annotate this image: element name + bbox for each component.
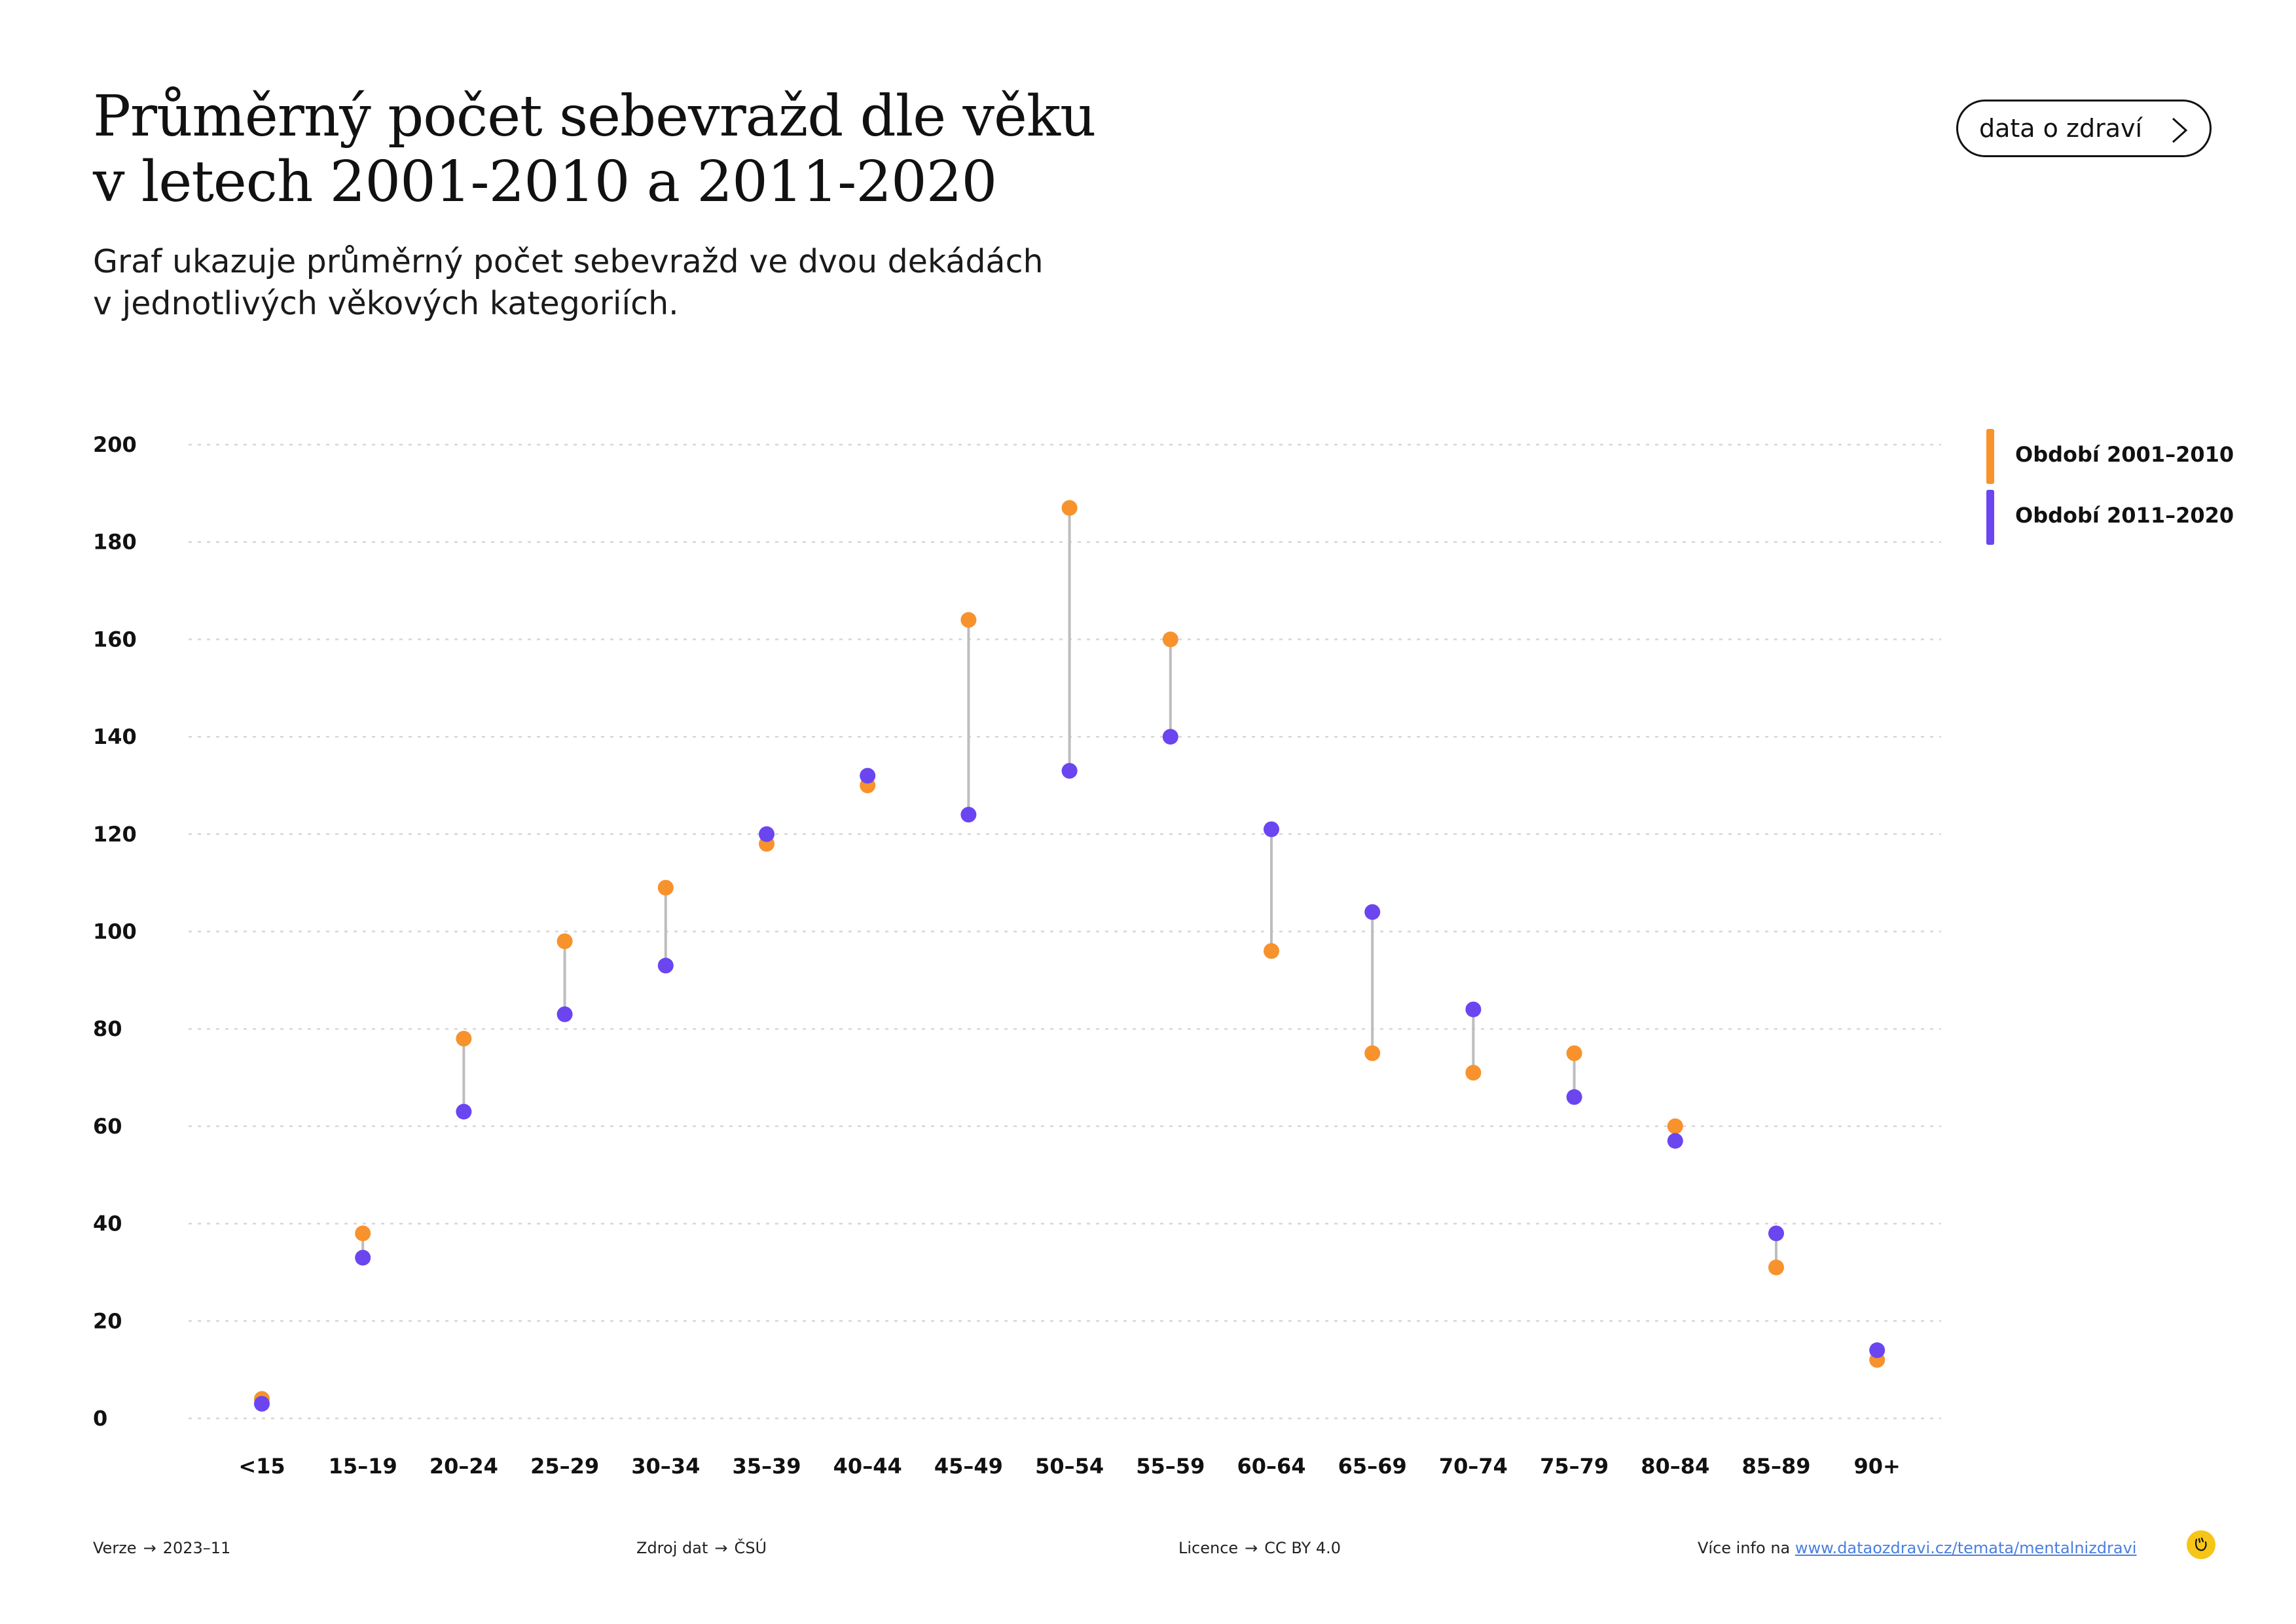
legend-swatch-2001-2010: [1986, 429, 1994, 484]
data-o-zdravi-button[interactable]: data o zdraví: [1956, 100, 2212, 157]
point-2001-2010: [657, 879, 674, 896]
x-tick-label: 75–79: [1540, 1454, 1609, 1479]
dumbbell-chart: 0 20 40 60 80 100 120 140 160 180 200 <15 15–19 20–24…: [93, 432, 1941, 1479]
point-2001-2010: [1566, 1045, 1582, 1061]
point-2011-2020: [1465, 1001, 1482, 1018]
subtitle-line-2: v jednotlivých věkových kategoriích.: [93, 285, 679, 322]
x-tick-label: 25–29: [530, 1454, 599, 1479]
point-2011-2020: [960, 807, 977, 823]
point-2001-2010: [1364, 1045, 1381, 1061]
y-tick-label: 20: [93, 1308, 122, 1333]
x-tick-label: <15: [238, 1454, 285, 1479]
legend-item-2001-2010: Období 2001–2010: [1986, 429, 2235, 484]
point-2011-2020: [1162, 729, 1178, 745]
arrow-right-icon: →: [143, 1539, 156, 1557]
y-tick-label: 120: [93, 822, 137, 847]
title-line-1: Průměrný počet sebevražd dle věku: [93, 84, 1096, 149]
footer-info-label: Více info na: [1698, 1539, 1791, 1557]
point-2011-2020: [759, 826, 774, 842]
footer-source-value: ČSÚ: [734, 1539, 767, 1557]
point-2001-2010: [1667, 1118, 1683, 1134]
footer-license-label: Licence: [1178, 1539, 1239, 1557]
x-tick-label: 90+: [1854, 1454, 1901, 1479]
point-2001-2010: [456, 1031, 472, 1047]
y-tick-label: 60: [93, 1114, 122, 1139]
point-2011-2020: [1566, 1089, 1582, 1105]
arrow-right-icon: →: [1245, 1539, 1258, 1557]
legend-label-2001-2010: Období 2001–2010: [2015, 442, 2234, 467]
y-tick-label: 180: [93, 530, 137, 555]
legend-swatch-2011-2020: [1986, 490, 1994, 545]
point-2011-2020: [1061, 763, 1078, 779]
x-tick-label: 50–54: [1035, 1454, 1104, 1479]
y-tick-label: 80: [93, 1016, 122, 1041]
point-2011-2020: [254, 1395, 270, 1412]
y-tick-label: 100: [93, 919, 137, 944]
x-tick-label: 40–44: [833, 1454, 902, 1479]
y-tick-label: 160: [93, 627, 137, 652]
x-tick-label: 35–39: [732, 1454, 801, 1479]
legend-label-2011-2020: Období 2011–2020: [2015, 503, 2234, 528]
title-line-2: v letech 2001-2010 a 2011-2020: [93, 149, 997, 215]
point-2011-2020: [1869, 1342, 1886, 1358]
point-2001-2010: [355, 1225, 371, 1242]
x-tick-label: 30–34: [631, 1454, 700, 1479]
subtitle-line-1: Graf ukazuje průměrný počet sebevražd ve…: [93, 243, 1044, 280]
x-tick-label: 85–89: [1741, 1454, 1810, 1479]
footer-info: Více info na www.dataozdravi.cz/temata/m…: [1698, 1539, 2136, 1557]
footer-source: Zdroj dat → ČSÚ: [636, 1539, 767, 1557]
point-2001-2010: [556, 933, 573, 950]
dataozdravi-logo-icon: [2187, 1530, 2215, 1559]
point-2011-2020: [556, 1006, 573, 1022]
x-tick-label: 65–69: [1338, 1454, 1407, 1479]
x-tick-label: 70–74: [1439, 1454, 1508, 1479]
x-tick-label: 15–19: [329, 1454, 397, 1479]
legend-item-2011-2020: Období 2011–2020: [1986, 490, 2235, 545]
footer-license-value: CC BY 4.0: [1264, 1539, 1341, 1557]
point-2001-2010: [1061, 500, 1078, 516]
x-tick-label: 45–49: [934, 1454, 1003, 1479]
footer-license: Licence → CC BY 4.0: [1178, 1539, 1341, 1557]
footer-version: Verze → 2023–11: [93, 1539, 230, 1557]
y-tick-label: 0: [93, 1406, 107, 1431]
x-tick-label: 60–64: [1237, 1454, 1305, 1479]
footer-source-label: Zdroj dat: [636, 1539, 708, 1557]
footer-info-link[interactable]: www.dataozdravi.cz/temata/mentalnizdravi: [1795, 1539, 2137, 1557]
x-tick-label: 20–24: [429, 1454, 498, 1479]
footer-version-label: Verze: [93, 1539, 137, 1557]
x-tick-label: 80–84: [1641, 1454, 1709, 1479]
footer-version-value: 2023–11: [162, 1539, 231, 1557]
point-2001-2010: [1768, 1259, 1784, 1276]
point-2011-2020: [1667, 1133, 1683, 1149]
point-2011-2020: [1364, 904, 1381, 920]
y-tick-label: 200: [93, 432, 137, 457]
point-2001-2010: [1264, 943, 1279, 959]
point-2001-2010: [960, 612, 977, 628]
point-2011-2020: [860, 767, 876, 784]
y-tick-label: 40: [93, 1211, 122, 1236]
page-subtitle: Graf ukazuje průměrný počet sebevražd ve…: [93, 241, 1206, 325]
chevron-right-icon: [2172, 117, 2188, 143]
point-2011-2020: [355, 1249, 371, 1266]
data-o-zdravi-label: data o zdraví: [1979, 114, 2143, 143]
point-2011-2020: [456, 1103, 472, 1120]
y-tick-label: 140: [93, 724, 137, 749]
point-2001-2010: [1465, 1065, 1482, 1081]
point-2011-2020: [1264, 821, 1279, 838]
point-2001-2010: [1162, 631, 1178, 648]
x-tick-label: 55–59: [1136, 1454, 1205, 1479]
point-2011-2020: [657, 957, 674, 974]
point-2011-2020: [1768, 1225, 1784, 1242]
page-title: Průměrný počet sebevražd dle věku v lete…: [93, 84, 1206, 215]
arrow-right-icon: →: [714, 1539, 728, 1557]
